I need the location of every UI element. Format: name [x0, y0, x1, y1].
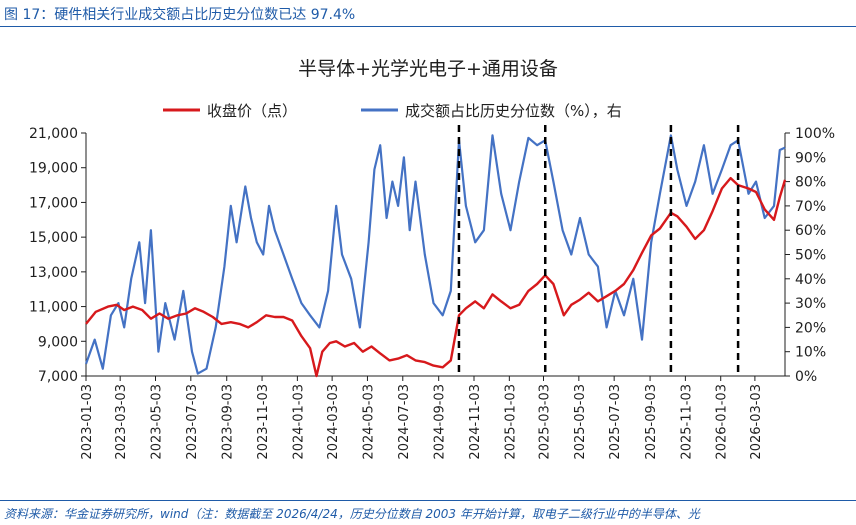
y-right-tick-label: 80% — [795, 175, 826, 191]
x-tick-label: 2025-01-03 — [503, 384, 518, 460]
axes — [81, 132, 790, 381]
y-left-tick-label: 15,000 — [29, 230, 78, 246]
y-right-tick-label: 70% — [795, 199, 826, 215]
y-right-tick-label: 0% — [795, 369, 817, 385]
tick-labels: 7,000 9,000 11,000 13,000 15,000 17,000 19,000… — [29, 126, 835, 460]
legend-label-percentile: 成交额占比历史分位数（%），右 — [405, 102, 622, 120]
x-tick-label: 2023-09-03 — [221, 384, 236, 460]
x-tick-label: 2023-07-03 — [185, 384, 200, 460]
y-left-tick-label: 9,000 — [38, 334, 78, 350]
x-tick-label: 2024-03-03 — [326, 384, 341, 460]
x-tick-label: 2025-07-03 — [608, 384, 623, 460]
x-tick-label: 2024-11-03 — [468, 384, 483, 460]
y-right-tick-label: 50% — [795, 248, 826, 264]
x-tick-label: 2026-01-03 — [715, 384, 730, 460]
y-right-tick-label: 90% — [795, 150, 826, 166]
y-right-tick-label: 40% — [795, 272, 826, 288]
plot-area — [84, 125, 787, 378]
figure-title: 图 17：硬件相关行业成交额占比历史分位数已达 97.4% — [4, 7, 356, 23]
y-right-tick-label: 100% — [795, 126, 835, 142]
x-tick-label: 2023-05-03 — [149, 384, 164, 460]
series-line-percentile — [84, 134, 786, 375]
chart-title: 半导体+光学光电子+通用设备 — [298, 58, 558, 80]
legend-label-index: 收盘价（点） — [207, 102, 297, 120]
x-tick-label: 2024-09-03 — [433, 384, 448, 460]
y-left-tick-label: 11,000 — [29, 300, 78, 316]
y-left-tick-label: 7,000 — [38, 369, 78, 385]
title-rule — [0, 26, 856, 27]
y-left-tick-label: 13,000 — [29, 265, 78, 281]
x-tick-label: 2024-01-03 — [291, 384, 306, 460]
x-tick-label: 2023-01-03 — [80, 384, 95, 460]
x-tick-label: 2024-07-03 — [397, 384, 412, 460]
y-left-tick-label: 17,000 — [29, 195, 78, 211]
x-tick-label: 2025-09-03 — [644, 384, 659, 460]
x-tick-label: 2023-11-03 — [256, 384, 271, 460]
source-note: 资料来源：华金证券研究所，wind（注：数据截至 2026/4/24，历史分位数… — [4, 507, 700, 521]
x-tick-label: 2024-05-03 — [361, 384, 376, 460]
y-right-tick-label: 10% — [795, 345, 826, 361]
x-tick-label: 2025-11-03 — [679, 384, 694, 460]
y-right-tick-label: 60% — [795, 223, 826, 239]
y-left-tick-label: 19,000 — [29, 161, 78, 177]
x-tick-label: 2025-05-03 — [573, 384, 588, 460]
y-left-tick-label: 21,000 — [29, 126, 78, 142]
legend: 收盘价（点） 成交额占比历史分位数（%），右 — [163, 102, 622, 120]
chart: 半导体+光学光电子+通用设备 收盘价（点） 成交额占比历史分位数（%），右 7,… — [29, 58, 835, 460]
series-line-index — [85, 176, 787, 378]
x-tick-label: 2026-03-03 — [749, 384, 764, 460]
y-right-tick-label: 30% — [795, 296, 826, 312]
x-tick-label: 2023-03-03 — [114, 384, 129, 460]
source-rule — [0, 500, 856, 501]
y-right-tick-label: 20% — [795, 320, 826, 336]
x-tick-label: 2025-03-03 — [538, 384, 553, 460]
